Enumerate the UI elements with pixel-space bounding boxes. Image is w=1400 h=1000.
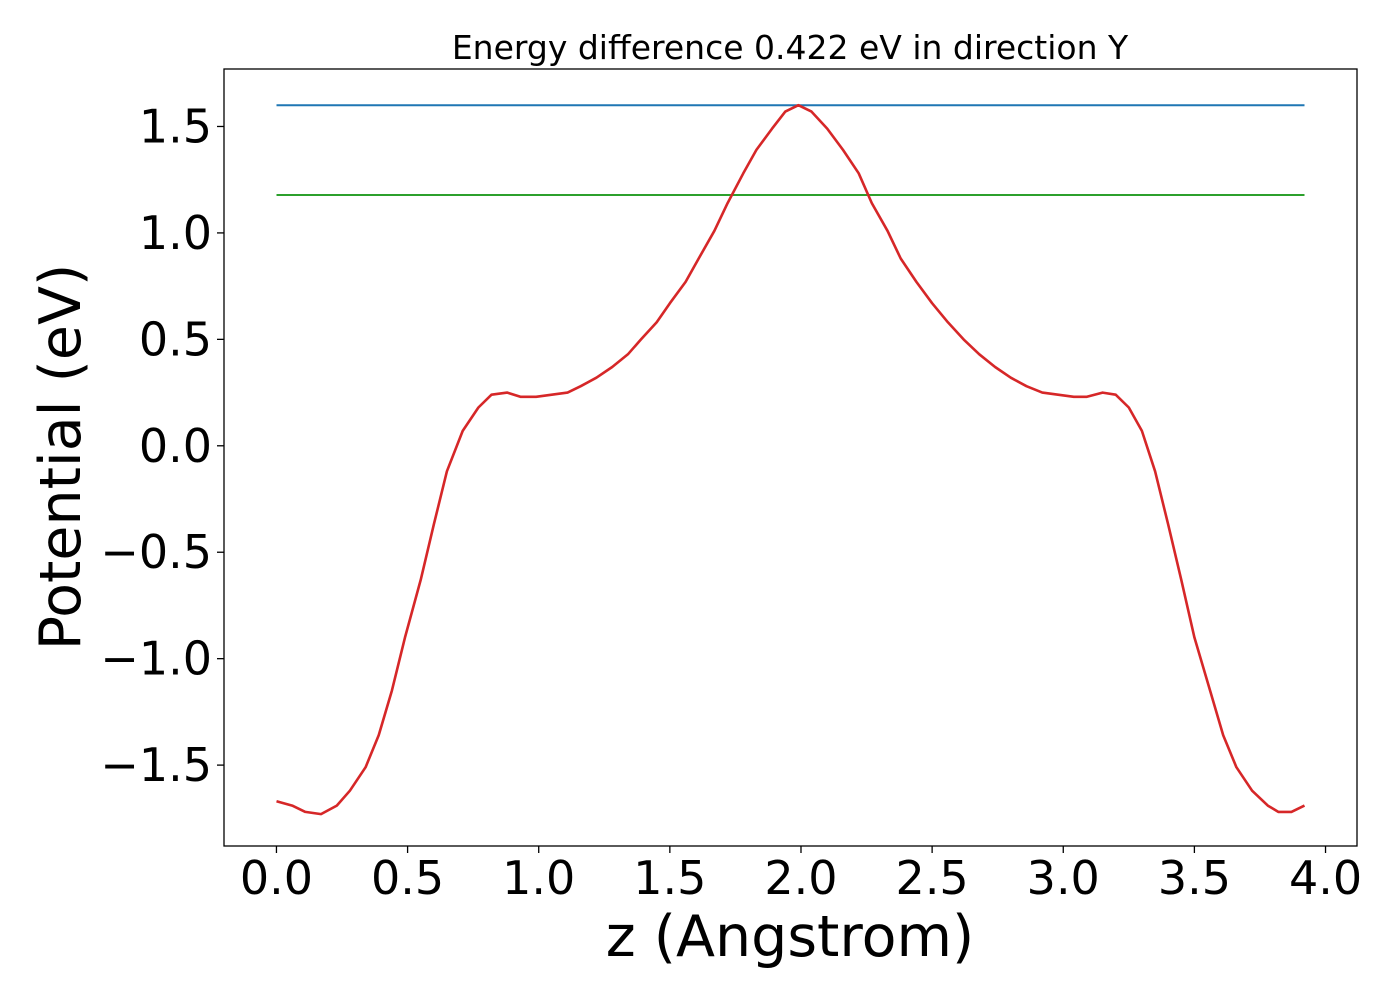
series-line-3: [276, 103, 1306, 816]
x-axis-label: z (Angstrom): [606, 904, 974, 970]
x-tick-label: 2.5: [896, 851, 969, 905]
x-tick-label: 0.5: [371, 851, 444, 905]
y-axis-label: Potential (eV): [28, 264, 94, 650]
y-tick-label: 1.5: [139, 99, 212, 153]
y-tick-label: −0.5: [100, 525, 212, 579]
chart-title: Energy difference 0.422 eV in direction …: [452, 28, 1129, 67]
x-axis-ticks: 0.0 0.5 1.0 1.5 2.0 2.5 3.0 3.5 4.0: [240, 846, 1362, 905]
x-tick-label: 3.5: [1158, 851, 1231, 905]
x-tick-label: 4.0: [1289, 851, 1362, 905]
x-tick-label: 0.0: [240, 851, 313, 905]
plot-frame: [223, 68, 1358, 847]
x-tick-label: 1.0: [502, 851, 575, 905]
x-tick-label: 2.0: [764, 851, 837, 905]
y-tick-label: 0.5: [139, 312, 212, 366]
y-tick-label: 0.0: [139, 419, 212, 473]
plot-lines: [276, 103, 1306, 816]
y-axis-ticks: −1.5 −1.0 −0.5 0.0 0.5 1.0 1.5: [100, 99, 224, 792]
x-tick-label: 3.0: [1027, 851, 1100, 905]
y-tick-label: 1.0: [139, 206, 212, 260]
x-tick-label: 1.5: [633, 851, 706, 905]
y-tick-label: −1.0: [100, 632, 212, 686]
y-tick-label: −1.5: [100, 738, 212, 792]
